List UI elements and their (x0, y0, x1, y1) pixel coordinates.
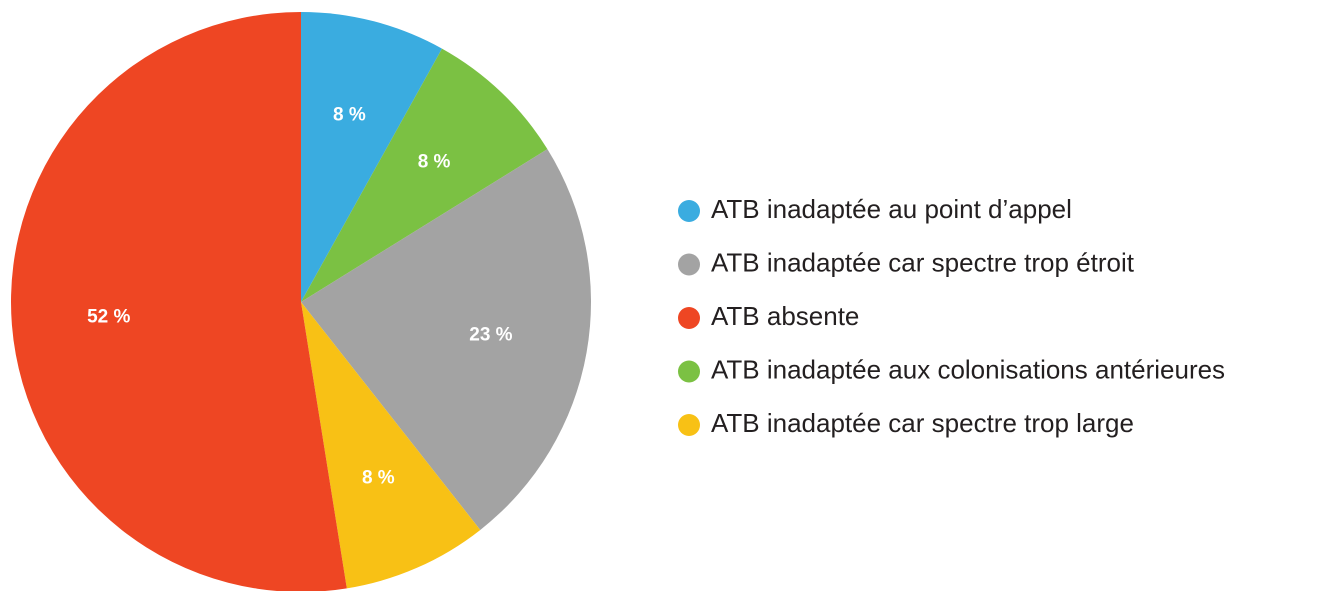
legend-swatch (678, 414, 700, 436)
legend-label: ATB inadaptée aux colonisations antérieu… (711, 354, 1225, 384)
legend-label: ATB inadaptée car spectre trop large (711, 408, 1134, 438)
value-label: 8 % (362, 468, 395, 489)
pie-slice (11, 12, 347, 591)
value-label: 52 % (87, 306, 130, 327)
pie-slice (301, 149, 591, 530)
legend-label: ATB inadaptée car spectre trop étroit (711, 247, 1135, 277)
legend-swatch (678, 200, 700, 222)
legend-swatch (678, 307, 700, 329)
legend-swatch (678, 360, 700, 383)
pie-slice (301, 302, 481, 589)
pie-slice (301, 12, 442, 302)
legend-label: ATB absente (711, 301, 859, 331)
legend-label: ATB inadaptée au point d’appel (711, 194, 1072, 224)
value-label: 23 % (469, 325, 512, 346)
legend-swatch (678, 253, 700, 276)
value-label: 8 % (418, 151, 451, 172)
pie-slice (301, 48, 548, 302)
value-label: 8 % (333, 104, 366, 125)
